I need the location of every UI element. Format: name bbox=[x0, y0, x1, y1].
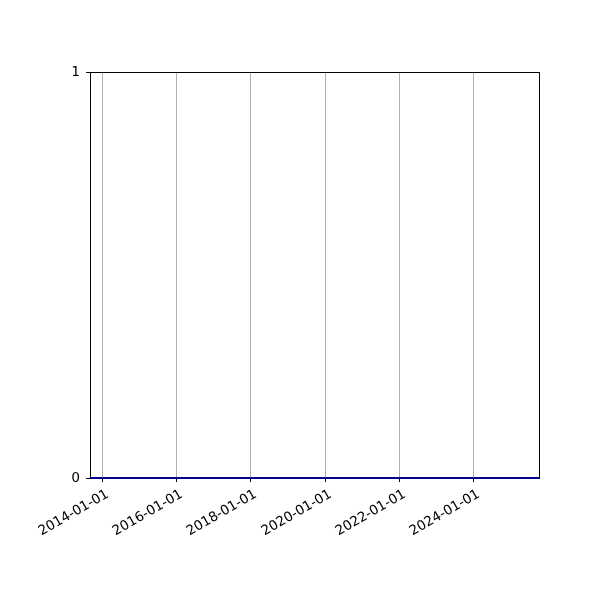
x-tick-label: 2022-01-01 bbox=[332, 486, 409, 540]
x-tick-label: 2020-01-01 bbox=[258, 486, 335, 540]
x-tick-mark bbox=[473, 478, 475, 482]
gridline bbox=[324, 73, 326, 477]
x-tick-mark bbox=[250, 478, 252, 482]
x-tick-label: 2014-01-01 bbox=[35, 486, 111, 540]
x-tick-label: 2016-01-01 bbox=[109, 486, 186, 540]
gridline bbox=[101, 73, 103, 477]
y-tick-label-1: 1 bbox=[71, 64, 80, 80]
y-tick-label-0: 0 bbox=[71, 470, 80, 486]
x-tick-label: 2018-01-01 bbox=[183, 486, 260, 540]
y-tick-mark-0 bbox=[86, 477, 90, 479]
x-tick-mark bbox=[398, 478, 400, 482]
y-tick-mark-1 bbox=[86, 71, 90, 73]
gridline bbox=[175, 73, 177, 477]
plot-area bbox=[90, 72, 540, 478]
x-tick-mark bbox=[175, 478, 177, 482]
data-line-flat-zero bbox=[90, 476, 540, 479]
gridline bbox=[398, 73, 400, 477]
x-tick-label: 2024-01-01 bbox=[406, 486, 483, 540]
x-tick-mark bbox=[324, 478, 326, 482]
gridline bbox=[250, 73, 252, 477]
x-tick-mark bbox=[101, 478, 103, 482]
gridline bbox=[473, 73, 475, 477]
